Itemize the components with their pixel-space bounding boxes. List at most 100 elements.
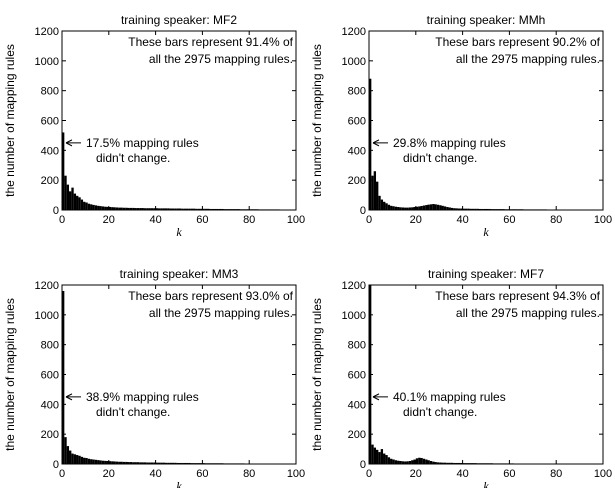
bar (464, 208, 468, 210)
bar (383, 453, 386, 464)
bar (85, 458, 88, 464)
bar (265, 209, 268, 210)
bar (521, 209, 524, 210)
plot-frame (61, 284, 297, 465)
bar (483, 463, 486, 464)
bar (460, 462, 463, 464)
bar (101, 460, 105, 464)
bar (127, 207, 130, 210)
plot-frame (368, 30, 604, 211)
bar (432, 204, 435, 210)
bar (193, 208, 196, 210)
y-tick-label: 800 (348, 86, 366, 98)
bar (64, 437, 67, 464)
bar (101, 206, 105, 210)
bar (493, 209, 496, 210)
bar (246, 209, 250, 210)
bar (90, 204, 93, 210)
bar (481, 208, 484, 210)
bar (62, 132, 65, 210)
bar (141, 208, 144, 210)
bar (80, 199, 84, 210)
bar (406, 461, 409, 464)
bar (408, 461, 412, 464)
bar (528, 209, 531, 210)
bar (195, 463, 198, 464)
y-axis-label: the number of mapping rules (3, 298, 17, 451)
arrow-annotation: 38.9% mapping rules didn't change. (86, 390, 199, 419)
x-tick-label: 80 (243, 468, 255, 480)
y-axis-label: the number of mapping rules (3, 44, 17, 197)
y-tick-label: 1200 (35, 26, 59, 38)
bar (380, 449, 384, 464)
bar (169, 462, 172, 464)
bar (143, 462, 147, 464)
bar (385, 203, 388, 210)
bar (129, 462, 133, 464)
bar (134, 462, 137, 464)
summary-annotation: These bars represent 93.0% of all the 297… (128, 289, 293, 320)
x-tick-label: 80 (550, 214, 562, 226)
bar (429, 461, 433, 464)
bar (146, 462, 149, 464)
y-tick-label: 1000 (342, 56, 366, 68)
bar-series (369, 78, 603, 210)
bar (476, 208, 479, 210)
x-tick-label: 20 (103, 214, 115, 226)
chart-panel-2: 0 20 40 60 80 100020040060080010001200trainin… (310, 13, 612, 239)
bar (122, 461, 126, 464)
x-tick-label: 60 (196, 468, 208, 480)
bar (181, 208, 184, 210)
y-tick-label: 200 (41, 175, 59, 187)
bar (401, 461, 405, 464)
bar (92, 459, 95, 464)
bar (467, 208, 470, 210)
bar (160, 462, 163, 464)
arrow-line-text: didn't change. (403, 405, 477, 419)
bar (111, 461, 114, 464)
bar (148, 462, 151, 464)
bar (404, 207, 407, 210)
bar (186, 462, 189, 464)
bar (183, 208, 187, 210)
bar (132, 207, 135, 210)
bar (376, 181, 379, 210)
bar (106, 206, 109, 210)
bar (369, 78, 372, 210)
bar (251, 209, 254, 210)
bar (371, 175, 374, 210)
bar (427, 204, 430, 210)
bar (235, 463, 238, 464)
bar (509, 463, 512, 464)
arrowhead (65, 139, 73, 147)
summary-annotation: These bars represent 91.4% of all the 297… (128, 35, 293, 66)
y-tick-label: 1200 (35, 280, 59, 292)
bar (448, 462, 451, 464)
chart-panel-3: 0 20 40 60 80 100020040060080010001200trainin… (3, 267, 305, 488)
bar (113, 461, 116, 464)
arrow-line-text: 17.5% mapping rules (86, 136, 199, 150)
plot-frame (368, 284, 604, 465)
arrow-line-text: didn't change. (96, 151, 170, 165)
bar (274, 209, 278, 210)
bar (228, 209, 231, 210)
chart-panel-4: 0 20 40 60 80 100020040060080010001200trainin… (310, 267, 612, 488)
x-tick-label: 20 (103, 468, 115, 480)
bar (143, 208, 147, 210)
bar (71, 453, 74, 464)
x-tick-label: 80 (550, 468, 562, 480)
bar (113, 207, 116, 210)
x-axis-label: k (483, 225, 489, 239)
bar (394, 460, 398, 464)
y-tick-label: 1000 (35, 56, 59, 68)
bar (474, 463, 477, 464)
bar (225, 463, 229, 464)
bar (235, 209, 238, 210)
bar (495, 463, 498, 464)
bar (162, 462, 165, 464)
bar (464, 463, 468, 464)
bar (439, 205, 442, 210)
bar (500, 209, 503, 210)
bar (87, 458, 91, 464)
bar (174, 208, 177, 210)
